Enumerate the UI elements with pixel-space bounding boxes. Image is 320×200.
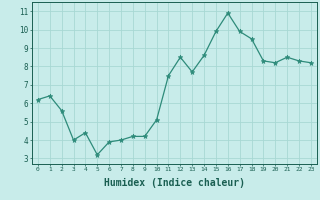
X-axis label: Humidex (Indice chaleur): Humidex (Indice chaleur) <box>104 178 245 188</box>
